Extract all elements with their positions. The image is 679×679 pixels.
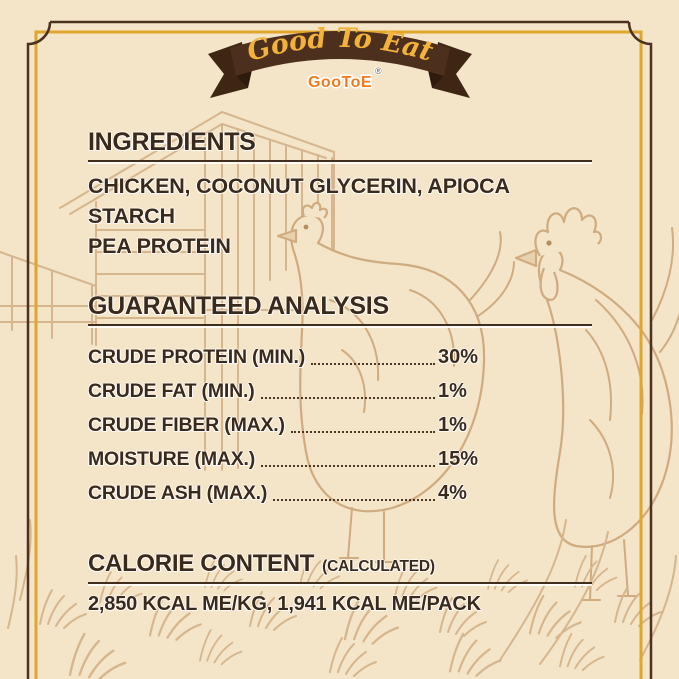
- ribbon-banner: Good To Eat GooToE ®: [208, 23, 472, 98]
- analysis-row-value: 15%: [438, 448, 479, 470]
- dotted-leader: [260, 397, 435, 399]
- grass-drawing: [7, 519, 677, 679]
- analysis-row-value: 1%: [438, 414, 467, 436]
- analysis-row-label: MOISTURE (MAX.): [88, 448, 256, 470]
- calories-divider: [88, 582, 592, 584]
- analysis-title: GUARANTEED ANALYSIS: [88, 292, 389, 320]
- analysis-row-value: 1%: [438, 380, 467, 402]
- dotted-leader: [261, 465, 435, 467]
- ingredients-line-2: PEA PROTEIN: [88, 234, 231, 258]
- analysis-section: GUARANTEED ANALYSIS CRUDE PROTEIN (MIN.)…: [88, 293, 592, 504]
- analysis-row-value: 4%: [438, 482, 467, 504]
- ingredients-section: INGREDIENTS CHICKEN, COCONUT GLYCERIN, A…: [88, 129, 592, 261]
- analysis-row-label: CRUDE PROTEIN (MIN.): [88, 346, 305, 368]
- registered-mark: ®: [375, 66, 382, 76]
- ingredients-line-1: CHICKEN, COCONUT GLYCERIN, APIOCA STARCH: [88, 174, 510, 228]
- dotted-leader: [311, 363, 435, 365]
- analysis-row: CRUDE ASH (MAX.) 4%: [88, 470, 492, 504]
- frame-brown-line: [26, 20, 653, 679]
- calories-title: CALORIE CONTENT: [88, 550, 315, 577]
- brand-logo-text: GooToE: [308, 74, 372, 91]
- analysis-row-label: CRUDE ASH (MAX.): [88, 482, 268, 504]
- analysis-row: CRUDE PROTEIN (MIN.) 30%: [88, 334, 492, 368]
- calories-line: 2,850 KCAL ME/KG, 1,941 KCAL ME/PACK: [88, 593, 481, 615]
- analysis-row: CRUDE FAT (MIN.) 1%: [88, 368, 492, 402]
- banner-title: Good To Eat: [244, 23, 437, 68]
- ribbon-shape: [208, 31, 472, 98]
- dotted-leader: [290, 431, 435, 433]
- ingredients-divider: [88, 160, 592, 162]
- analysis-row: MOISTURE (MAX.) 15%: [88, 436, 492, 470]
- analysis-row: CRUDE FIBER (MAX.) 1%: [88, 402, 492, 436]
- analysis-table: CRUDE PROTEIN (MIN.) 30% CRUDE FAT (MIN.…: [88, 334, 492, 504]
- calories-qualifier: (CALCULATED): [322, 558, 435, 575]
- ingredients-title: INGREDIENTS: [88, 128, 256, 156]
- calories-section: CALORIE CONTENT (CALCULATED) 2,850 KCAL …: [88, 551, 592, 616]
- analysis-row-label: CRUDE FAT (MIN.): [88, 380, 255, 402]
- analysis-row-label: CRUDE FIBER (MAX.): [88, 414, 285, 436]
- dotted-leader: [273, 499, 435, 501]
- analysis-row-value: 30%: [438, 346, 479, 368]
- analysis-divider: [88, 324, 592, 326]
